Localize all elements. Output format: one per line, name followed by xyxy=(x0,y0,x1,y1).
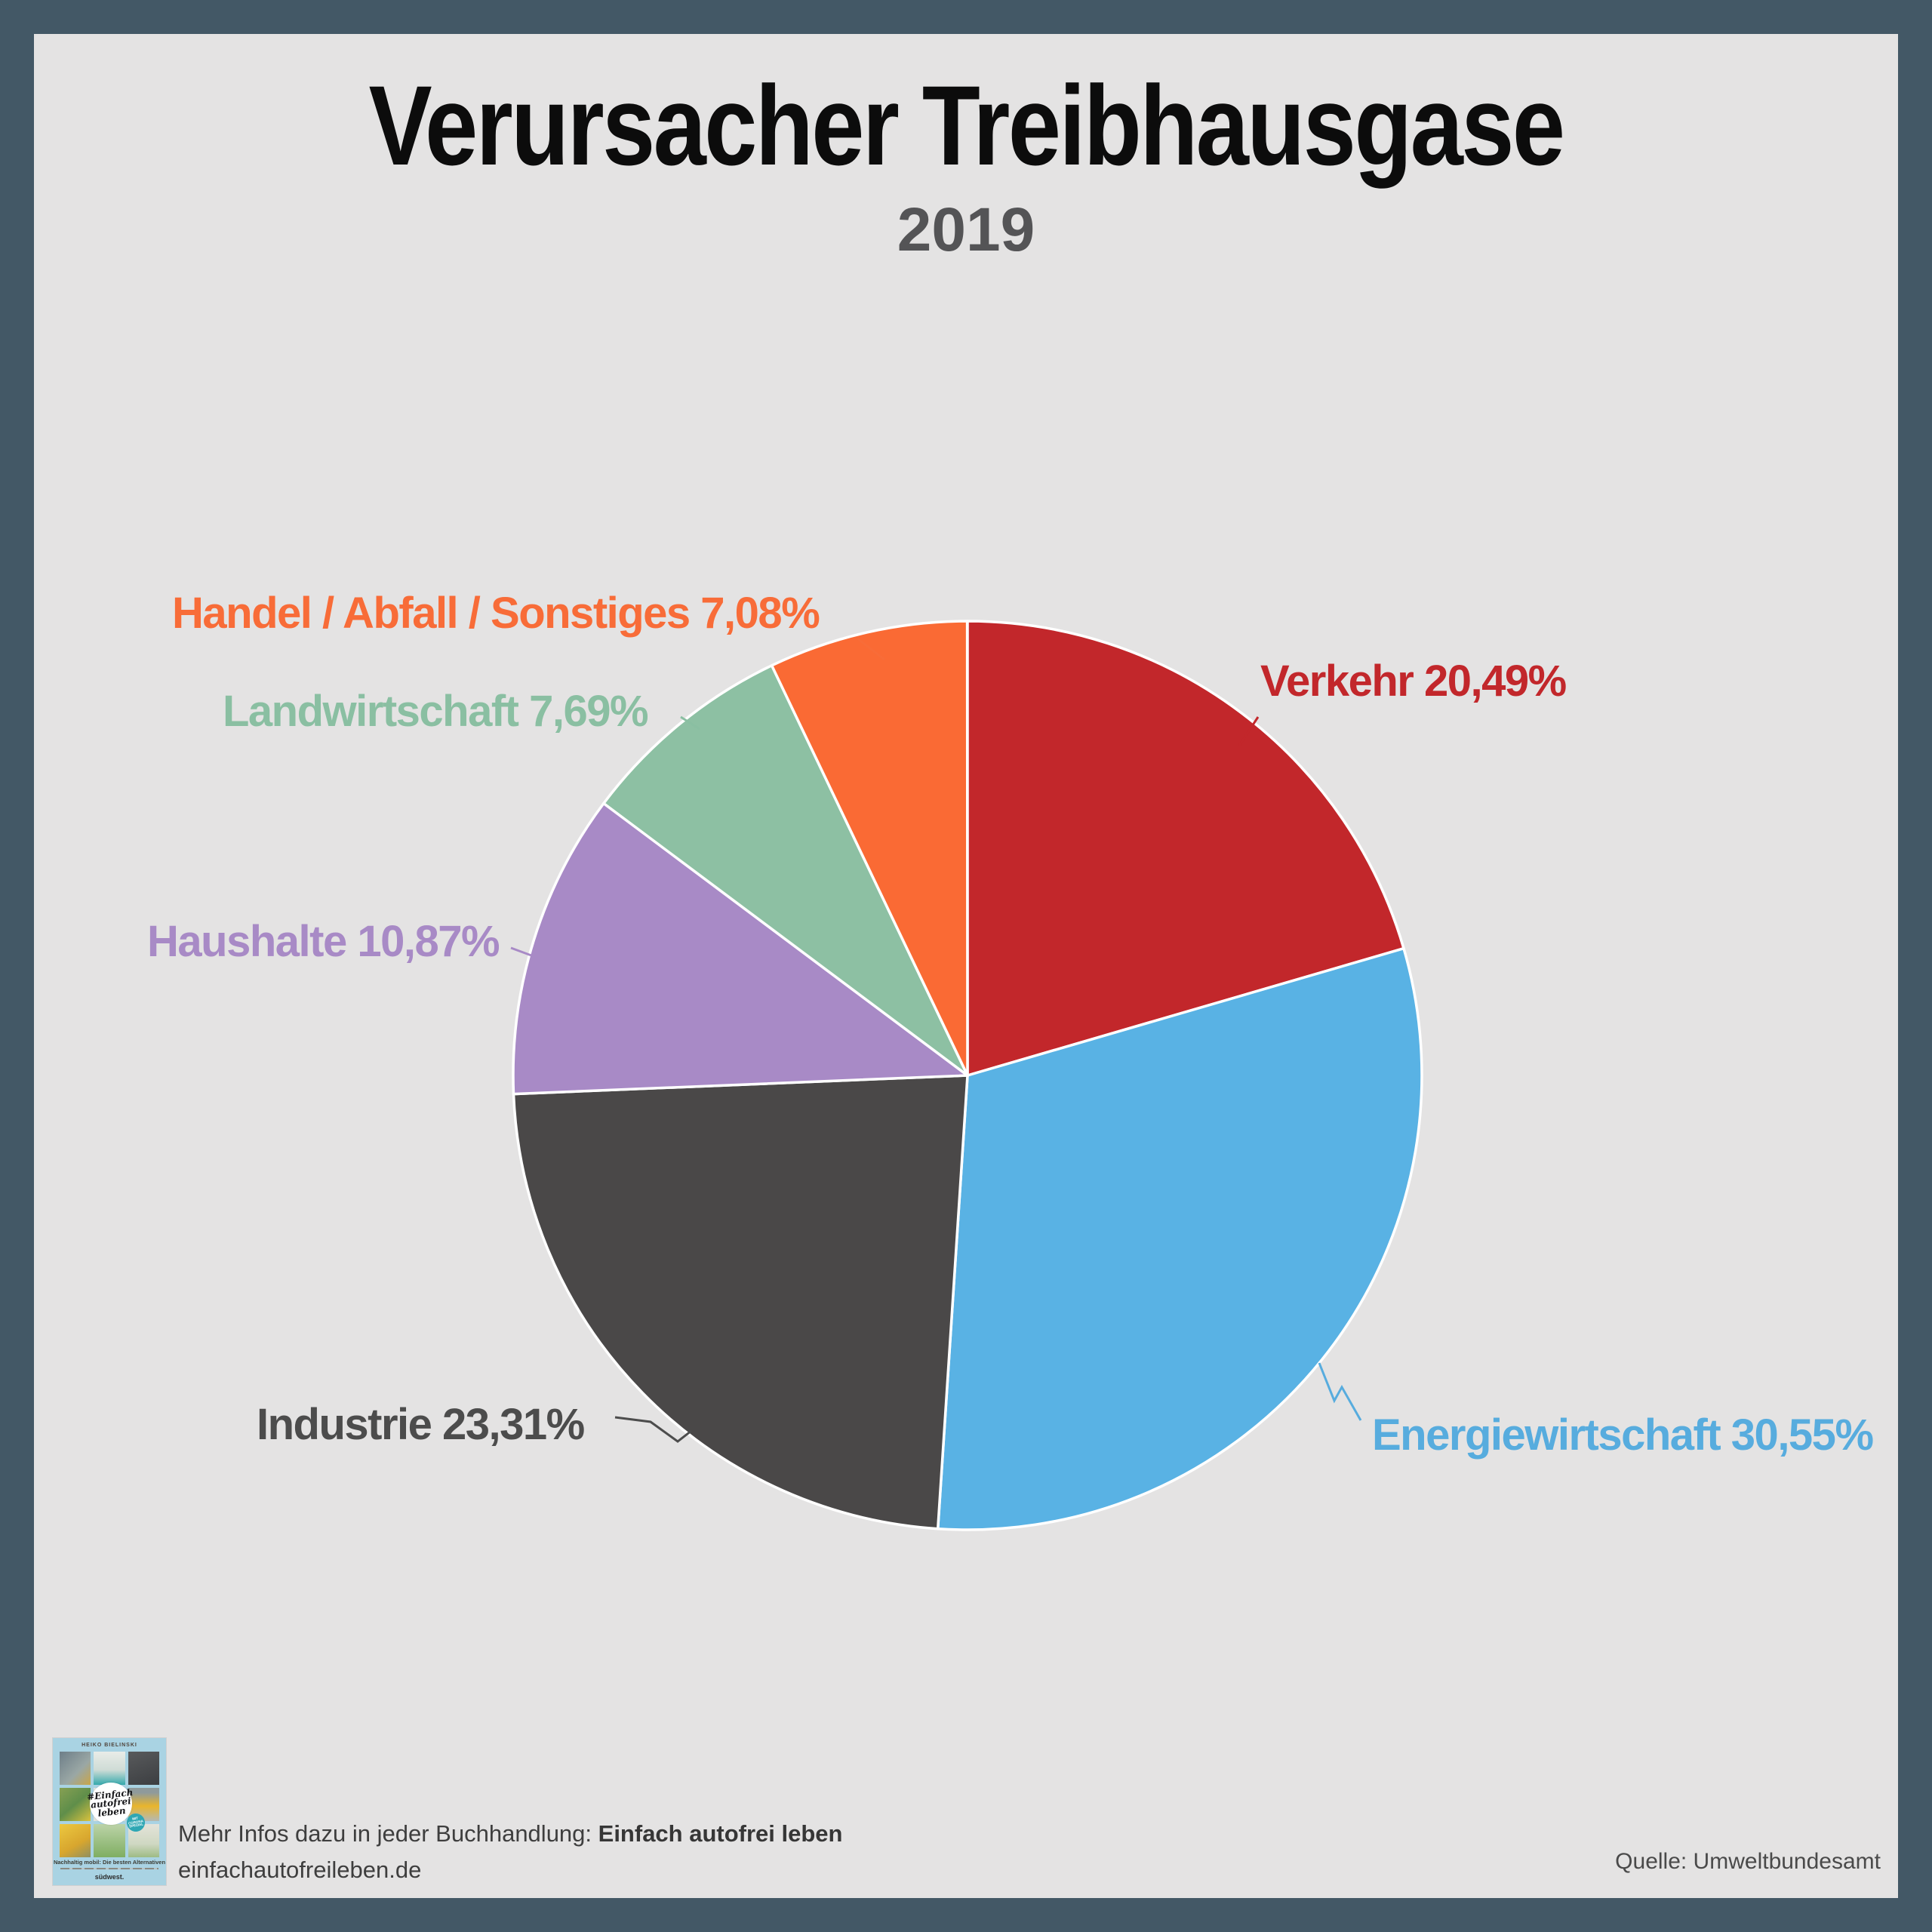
pie-slice-haushalte xyxy=(512,801,969,1096)
book-title-line: leben xyxy=(97,1804,127,1819)
pie-slice-industrie xyxy=(512,1074,969,1531)
book-photo xyxy=(94,1824,125,1857)
footer-info-prefix: Mehr Infos dazu in jeder Buchhandlung: xyxy=(178,1820,598,1847)
slice-label-landwirtschaft: Landwirtschaft 7,69% xyxy=(223,687,649,736)
book-photo xyxy=(60,1788,91,1821)
slice-label-haushalte: Haushalte 10,87% xyxy=(147,917,500,966)
book-divider xyxy=(60,1868,158,1869)
label-leader-line xyxy=(510,946,532,957)
label-leader-line xyxy=(1318,1362,1362,1421)
page-subtitle: 2019 xyxy=(897,195,1035,264)
slice-label-energiewirtschaft: Energiewirtschaft 30,55% xyxy=(1372,1411,1874,1460)
label-leader-line xyxy=(1238,716,1260,746)
label-leader-line xyxy=(680,715,700,731)
footer-website: einfachautofreileben.de xyxy=(178,1857,422,1883)
slice-label-industrie: Industrie 23,31% xyxy=(257,1400,585,1449)
footer-info-booktitle: Einfach autofrei leben xyxy=(598,1820,843,1847)
book-publisher: südwest. xyxy=(94,1873,125,1881)
pie-slice-handel-abfall-sonstiges xyxy=(770,620,969,1077)
pie-slice-verkehr xyxy=(966,620,1405,1077)
source-note: Quelle: Umweltbundesamt xyxy=(1615,1849,1881,1874)
book-subtitle: Nachhaltig mobil: Die besten Alternative… xyxy=(53,1859,166,1866)
label-leader-line xyxy=(614,1416,692,1443)
pie-slice-energiewirtschaft xyxy=(936,946,1423,1531)
slice-label-verkehr: Verkehr 20,49% xyxy=(1260,657,1567,706)
book-author: HEIKO BIELINSKI xyxy=(82,1743,137,1748)
book-photo xyxy=(60,1824,91,1857)
book-photo xyxy=(128,1752,159,1785)
book-photo xyxy=(60,1752,91,1785)
book-photo xyxy=(94,1752,125,1785)
page-title: Verursacher Treibhausgase xyxy=(368,62,1565,189)
label-leader-line xyxy=(857,637,885,661)
book-cover: HEIKO BIELINSKI #Einfach autofrei leben … xyxy=(53,1738,166,1885)
slice-label-handel-abfall-sonstiges: Handel / Abfall / Sonstiges 7,08% xyxy=(172,589,820,638)
footer-info: Mehr Infos dazu in jeder Buchhandlung: E… xyxy=(178,1820,842,1847)
pie-slice-landwirtschaft xyxy=(602,664,969,1077)
